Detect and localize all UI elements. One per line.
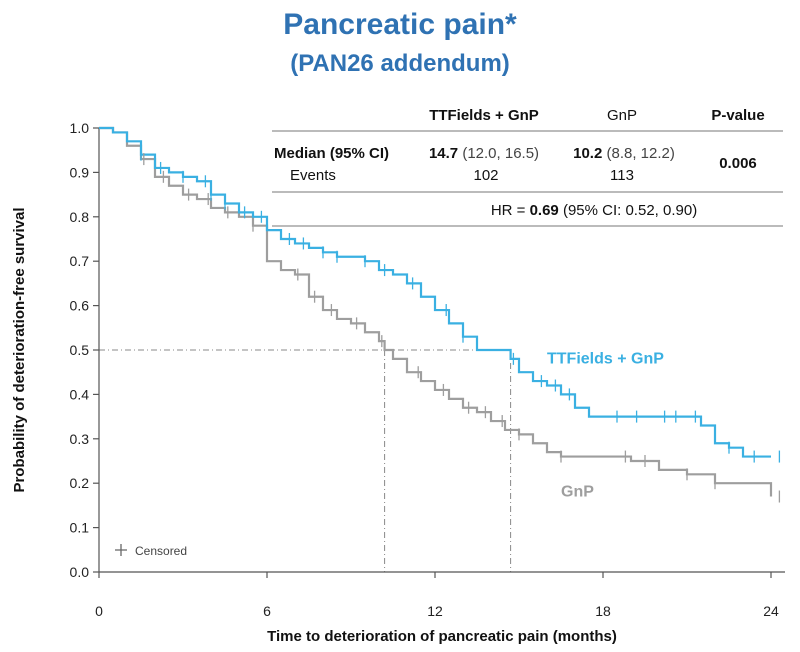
hr-value: 0.69 [530,202,559,219]
ttf-median-ci: (12.0, 16.5) [458,145,539,162]
hr-ci: (95% CI: 0.52, 0.90) [559,202,697,219]
gnp-median-cell: 10.2 (8.8, 12.2) [573,145,675,162]
censored-legend-label: Censored [135,544,187,558]
censored-legend-marker [115,544,127,556]
x-tick-label: 6 [263,603,271,619]
y-tick-label: 0.7 [70,253,90,269]
gnp-median-ci: (8.8, 12.2) [602,145,675,162]
p-value-cell: 0.006 [719,155,757,172]
x-axis-label: Time to deterioration of pancreatic pain… [267,628,617,645]
series-line-ttfields-gnp [99,126,771,458]
y-tick-label: 0.1 [70,520,90,536]
y-axis-label: Probability of deterioration-free surviv… [11,207,28,492]
plot-area: 0.0 0.1 0.2 0.3 0.4 0.5 0.6 0.7 0.8 0.9 1.0 0 6 12 18… [70,120,785,619]
table-header-pvalue: P-value [711,107,764,124]
series-line-gnp [99,126,773,497]
y-tick-label: 0.5 [70,342,90,358]
y-tick-label: 0.3 [70,431,90,447]
y-tick-label: 0.8 [70,209,90,225]
events-row-label: Events [290,167,336,184]
y-tick-label: 0.6 [70,298,90,314]
hr-cell: HR = 0.69 (95% CI: 0.52, 0.90) [491,202,697,219]
gnp-median-value: 10.2 [573,145,602,162]
median-row-label: Median (95% CI) [274,145,389,162]
ttf-events-cell: 102 [473,167,498,184]
ttf-median-cell: 14.7 (12.0, 16.5) [429,145,539,162]
chart-subtitle: (PAN26 addendum) [290,50,510,77]
x-tick-label: 12 [427,603,443,619]
y-tick-label: 1.0 [70,120,90,136]
y-tick-label: 0.9 [70,164,90,180]
x-tick-label: 0 [95,603,103,619]
x-tick-label: 24 [763,603,779,619]
y-tick-label: 0.2 [70,475,90,491]
gnp-events-cell: 113 [610,167,634,184]
median-reference-lines [99,349,512,572]
y-tick-label: 0.0 [70,564,90,580]
hr-prefix: HR = [491,202,530,219]
table-header-ttfields: TTFields + GnP [429,107,539,124]
chart-title: Pancreatic pain* [283,8,517,41]
ttf-median-value: 14.7 [429,145,458,162]
summary-table: TTFields + GnP GnP P-value Median (95% C… [272,107,783,227]
series-label: GnP [561,484,594,501]
table-header-gnp: GnP [607,107,637,124]
y-tick-label: 0.4 [70,386,90,402]
x-tick-label: 18 [595,603,611,619]
censored-legend: Censored [115,544,187,558]
series-label: TTFields + GnP [547,350,664,367]
